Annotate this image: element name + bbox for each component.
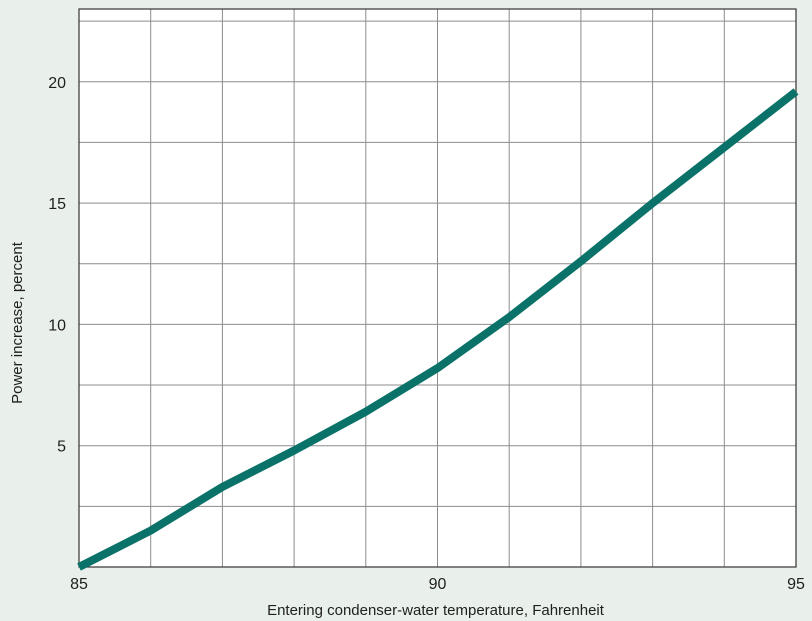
y-tick-label: 15 [48, 196, 66, 213]
x-tick-labels: 85 90 95 [70, 576, 805, 593]
plot-frame [78, 8, 797, 568]
series-line [77, 88, 799, 571]
y-axis-label: Power increase, percent [9, 241, 26, 404]
x-axis-label: Entering condenser-water temperature, Fa… [267, 602, 605, 619]
y-tick-labels: 5 10 15 20 [48, 75, 66, 456]
horizontal-gridlines [79, 20, 796, 507]
x-tick-label: 95 [787, 576, 805, 593]
y-tick-label: 20 [48, 75, 66, 92]
series-layer [77, 88, 799, 571]
vertical-gridlines [150, 9, 725, 567]
y-tick-label: 10 [48, 317, 66, 334]
x-tick-label: 90 [429, 576, 447, 593]
y-tick-label: 5 [57, 439, 66, 456]
x-tick-label: 85 [70, 576, 88, 593]
